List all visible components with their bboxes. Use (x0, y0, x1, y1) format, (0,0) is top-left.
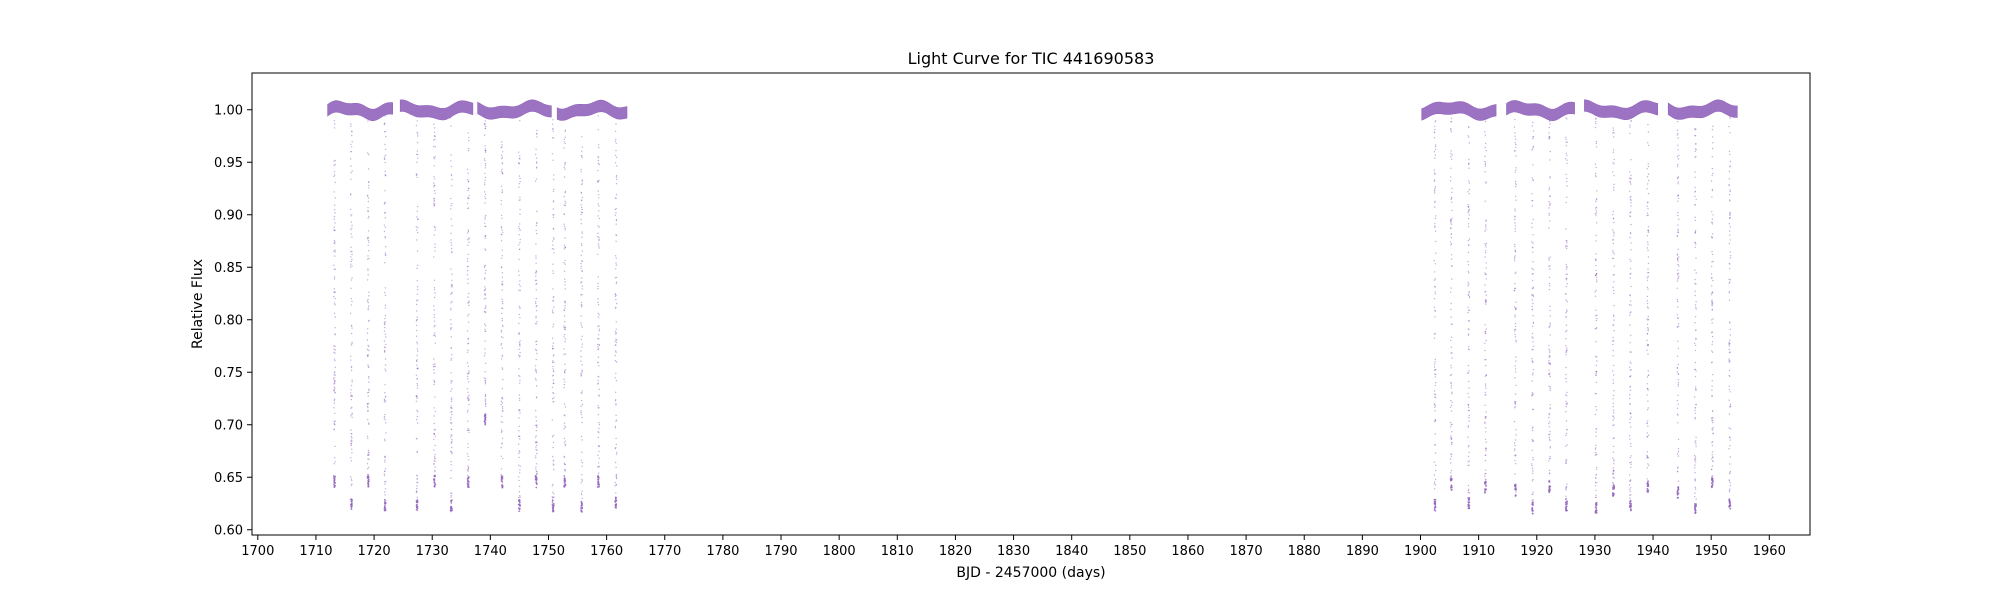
eclipse-dip (1710, 125, 1714, 489)
eclipse-dip (1467, 114, 1471, 510)
x-tick-label: 1700 (241, 544, 274, 559)
chart-title: Light Curve for TIC 441690583 (908, 49, 1155, 68)
y-tick-label: 0.65 (214, 471, 243, 486)
eclipse-dip (383, 115, 387, 512)
eclipse-dip (1628, 120, 1632, 512)
x-tick-label: 1940 (1636, 544, 1669, 559)
x-tick-label: 1880 (1288, 544, 1321, 559)
eclipse-dip (534, 129, 538, 489)
x-tick-label: 1750 (532, 544, 565, 559)
baseline-band (327, 100, 394, 122)
eclipse-dip (433, 123, 437, 488)
x-tick-label: 1820 (939, 544, 972, 559)
x-tick-label: 1790 (764, 544, 797, 559)
x-tick-label: 1900 (1404, 544, 1437, 559)
baseline-band (477, 99, 552, 120)
eclipse-dip (1693, 116, 1698, 515)
y-tick-label: 0.80 (214, 313, 243, 328)
x-tick-label: 1930 (1578, 544, 1611, 559)
x-tick-label: 1840 (1055, 544, 1088, 559)
eclipse-dip (349, 123, 353, 510)
x-tick-label: 1870 (1230, 544, 1263, 559)
eclipse-dip (466, 132, 470, 489)
eclipse-dip (517, 120, 521, 512)
eclipse-dip (366, 118, 370, 488)
y-tick-label: 1.00 (214, 103, 243, 118)
x-tick-label: 1910 (1462, 544, 1495, 559)
x-tick-label: 1770 (648, 544, 681, 559)
x-tick-label: 1950 (1695, 544, 1728, 559)
x-tick-label: 1830 (997, 544, 1030, 559)
y-tick-label: 0.70 (214, 418, 243, 433)
baseline-band (1506, 100, 1575, 122)
baseline-band (399, 99, 474, 121)
eclipse-dip (1548, 117, 1552, 494)
eclipse-dip (614, 123, 618, 509)
eclipse-dip (1564, 117, 1568, 512)
x-tick-label: 1800 (823, 544, 856, 559)
y-axis-title: Relative Flux (190, 259, 206, 349)
x-tick-label: 1850 (1113, 544, 1146, 559)
eclipse-dip (1646, 123, 1650, 493)
x-tick-label: 1760 (590, 544, 623, 559)
eclipse-dip (1531, 121, 1535, 515)
eclipse-dip (580, 136, 584, 513)
x-tick-label: 1740 (474, 544, 507, 559)
eclipse-dip (333, 120, 337, 489)
y-tick-label: 0.95 (214, 156, 243, 171)
eclipse-dip (1612, 127, 1616, 497)
baseline-band (1584, 99, 1658, 120)
x-tick-label: 1890 (1346, 544, 1379, 559)
x-tick-label: 1710 (299, 544, 332, 559)
baseline-band (556, 99, 628, 121)
y-tick-label: 0.75 (214, 366, 243, 381)
eclipse-dip (483, 114, 487, 426)
baseline-band (1667, 99, 1738, 120)
x-tick-label: 1810 (881, 544, 914, 559)
eclipse-dip (1728, 116, 1732, 510)
eclipse-dip (596, 115, 600, 488)
eclipse-dip (1676, 113, 1680, 499)
eclipse-dip (563, 115, 567, 488)
eclipse-dip (551, 119, 555, 513)
eclipse-dip (1433, 120, 1437, 512)
y-tick-label: 0.85 (214, 261, 243, 276)
eclipse-points-layer (333, 113, 1732, 515)
eclipse-dip (415, 116, 419, 512)
eclipse-dip (1513, 118, 1517, 497)
x-tick-label: 1920 (1520, 544, 1553, 559)
x-tick-label: 1860 (1171, 544, 1204, 559)
baseline-band (1421, 101, 1497, 121)
eclipse-dip (1594, 117, 1598, 514)
x-axis: 1700 1710 1720 1730 1740 1750 1760 1770 1780 1790… (241, 535, 1786, 559)
x-tick-label: 1780 (706, 544, 739, 559)
x-tick-label: 1730 (416, 544, 449, 559)
y-tick-label: 0.90 (214, 208, 243, 223)
eclipse-dip (500, 113, 504, 489)
eclipse-dip (449, 117, 453, 513)
x-tick-label: 1960 (1753, 544, 1786, 559)
y-axis: 0.60 0.65 0.70 0.75 0.80 0.85 0.90 0.95 1.00 (214, 103, 252, 538)
y-tick-label: 0.60 (214, 523, 243, 538)
eclipse-dip (1484, 120, 1488, 494)
eclipse-dip (1449, 117, 1453, 491)
x-tick-label: 1720 (358, 544, 391, 559)
plot-frame (251, 72, 1811, 536)
baseline-flux-layer (327, 99, 1738, 122)
x-axis-title: BJD - 2457000 (days) (956, 565, 1105, 581)
